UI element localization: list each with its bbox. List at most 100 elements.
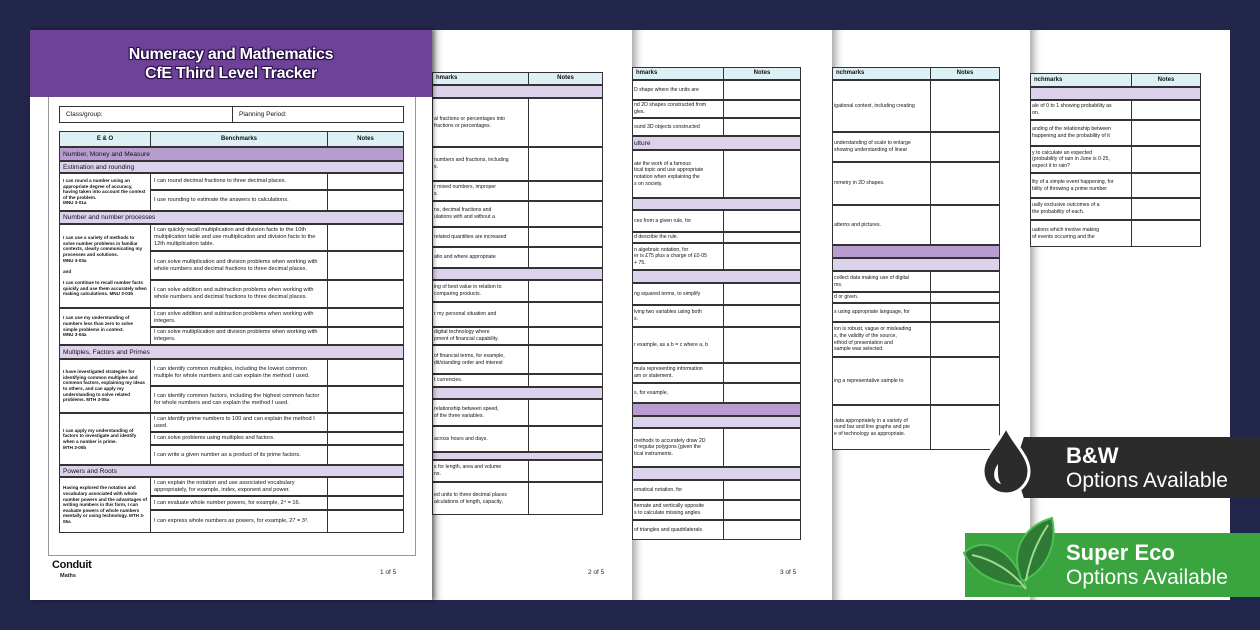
notes-cell[interactable] (723, 243, 801, 270)
experience-outcome-cell: Having explored the notation and vocabul… (59, 477, 151, 533)
notes-cell[interactable] (1131, 146, 1201, 173)
benchmark-cell: digital technology where pment of financ… (432, 327, 529, 345)
notes-cell[interactable] (327, 413, 404, 432)
notes-cell[interactable] (930, 357, 1000, 405)
notes-cell[interactable] (327, 190, 404, 211)
notes-cell[interactable] (1131, 100, 1201, 120)
notes-cell[interactable] (930, 205, 1000, 245)
notes-cell[interactable] (327, 510, 404, 533)
experience-outcome-cell: I can apply my understanding of factors … (59, 413, 151, 465)
notes-cell[interactable] (723, 327, 801, 363)
notes-cell[interactable] (327, 432, 404, 445)
notes-cell[interactable] (528, 345, 603, 374)
benchmark-cell: s using appropriate language, for (832, 303, 931, 322)
notes-cell[interactable] (528, 302, 603, 327)
notes-cell[interactable] (327, 308, 404, 327)
benchmark-cell: across hours and days. (432, 426, 529, 452)
section-heading (432, 452, 603, 460)
benchmark-cell: ate the work of a famous tical topic and… (632, 150, 724, 198)
tracker-page-3: hmarks Notes D shape where the units are nd… (632, 30, 832, 600)
notes-cell[interactable] (1131, 220, 1201, 247)
benchmark-cell: al fractions or percentages into fractio… (432, 98, 529, 147)
notes-cell[interactable] (723, 232, 801, 243)
benchmark-cell: ion is robust, vague or misleading s, th… (832, 322, 931, 357)
class-group-field[interactable]: Class/group: (59, 106, 233, 123)
notes-cell[interactable] (930, 292, 1000, 303)
notes-cell[interactable] (528, 147, 603, 181)
benchmark-cell: anding of the relationship between happe… (1030, 120, 1132, 146)
notes-cell[interactable] (1131, 120, 1201, 146)
notes-cell[interactable] (528, 426, 603, 452)
notes-cell[interactable] (327, 386, 404, 413)
benchmark-cell: methods to accurately draw 2D d regular … (632, 428, 724, 467)
section-heading: Number and number processes (59, 211, 404, 224)
notes-cell[interactable] (528, 482, 603, 515)
notes-cell[interactable] (327, 359, 404, 386)
notes-cell[interactable] (327, 280, 404, 308)
notes-cell[interactable] (528, 98, 603, 147)
notes-cell[interactable] (528, 374, 603, 387)
notes-cell[interactable] (528, 280, 603, 302)
notes-cell[interactable] (327, 477, 404, 496)
benchmark-cell: lternate and vertically opposite s to ca… (632, 500, 724, 520)
planning-period-field[interactable]: Planning Period: (232, 106, 404, 123)
benchmark-cell: r example, as a b = c where a, b (632, 327, 724, 363)
notes-cell[interactable] (723, 80, 801, 100)
experience-outcome-cell: I can round a number using an appropriat… (59, 173, 151, 211)
notes-cell[interactable] (528, 460, 603, 482)
notes-cell[interactable] (930, 322, 1000, 357)
notes-cell[interactable] (1131, 198, 1201, 220)
notes-cell[interactable] (930, 162, 1000, 205)
notes-cell[interactable] (528, 399, 603, 426)
notes-cell[interactable] (930, 132, 1000, 162)
notes-cell[interactable] (1131, 173, 1201, 198)
notes-cell[interactable] (528, 247, 603, 268)
notes-cell[interactable] (723, 363, 801, 383)
conduit-logo: Conduit (52, 559, 92, 571)
notes-cell[interactable] (327, 445, 404, 465)
benchmark-cell: ound 3D objects constructed (632, 118, 724, 136)
notes-cell[interactable] (327, 327, 404, 345)
header-notes: Notes (723, 67, 801, 80)
page-title-line-1: Numeracy and Mathematics (128, 45, 334, 63)
notes-cell[interactable] (723, 100, 801, 118)
notes-cell[interactable] (723, 210, 801, 232)
notes-cell[interactable] (723, 480, 801, 500)
notes-cell[interactable] (723, 150, 801, 198)
notes-cell[interactable] (327, 173, 404, 190)
notes-cell[interactable] (528, 181, 603, 201)
benchmark-cell: s for length, area and volume ns. (432, 460, 529, 482)
notes-cell[interactable] (930, 405, 1000, 450)
notes-cell[interactable] (528, 201, 603, 227)
notes-cell[interactable] (528, 227, 603, 247)
benchmark-cell: I can identify prime numbers to 100 and … (150, 413, 328, 432)
benchmark-cell: mula representing information am or stat… (632, 363, 724, 383)
header-benchmarks: hmarks (632, 67, 724, 80)
benchmark-cell: relationship between speed, of the three… (432, 399, 529, 426)
notes-cell[interactable] (327, 251, 404, 280)
section-heading (432, 85, 603, 98)
notes-cell[interactable] (930, 303, 1000, 322)
notes-cell[interactable] (723, 428, 801, 467)
notes-cell[interactable] (930, 271, 1000, 292)
benchmark-cell: I can solve multiplication and division … (150, 327, 328, 345)
notes-cell[interactable] (528, 327, 603, 345)
notes-cell[interactable] (723, 520, 801, 540)
section-heading: Powers and Roots (59, 465, 404, 477)
notes-cell[interactable] (327, 224, 404, 251)
notes-cell[interactable] (723, 283, 801, 305)
notes-cell[interactable] (723, 383, 801, 403)
notes-cell[interactable] (723, 118, 801, 136)
tracker-page-5: nchmarks Notes ale of 0 to 1 showing proba… (1030, 30, 1230, 600)
benchmark-cell: lving two variables using both s. (632, 305, 724, 327)
notes-cell[interactable] (930, 80, 1000, 132)
notes-cell[interactable] (723, 500, 801, 520)
benchmark-cell: I can solve addition and subtraction pro… (150, 308, 328, 327)
benchmark-cell: n algebraic notation, for er is £75 plus… (632, 243, 724, 270)
notes-cell[interactable] (327, 496, 404, 510)
benchmark-cell: I can explain the notation and use assoc… (150, 477, 328, 496)
notes-cell[interactable] (723, 305, 801, 327)
section-heading (632, 270, 801, 283)
section-heading (832, 258, 1000, 271)
section-heading (432, 268, 603, 280)
